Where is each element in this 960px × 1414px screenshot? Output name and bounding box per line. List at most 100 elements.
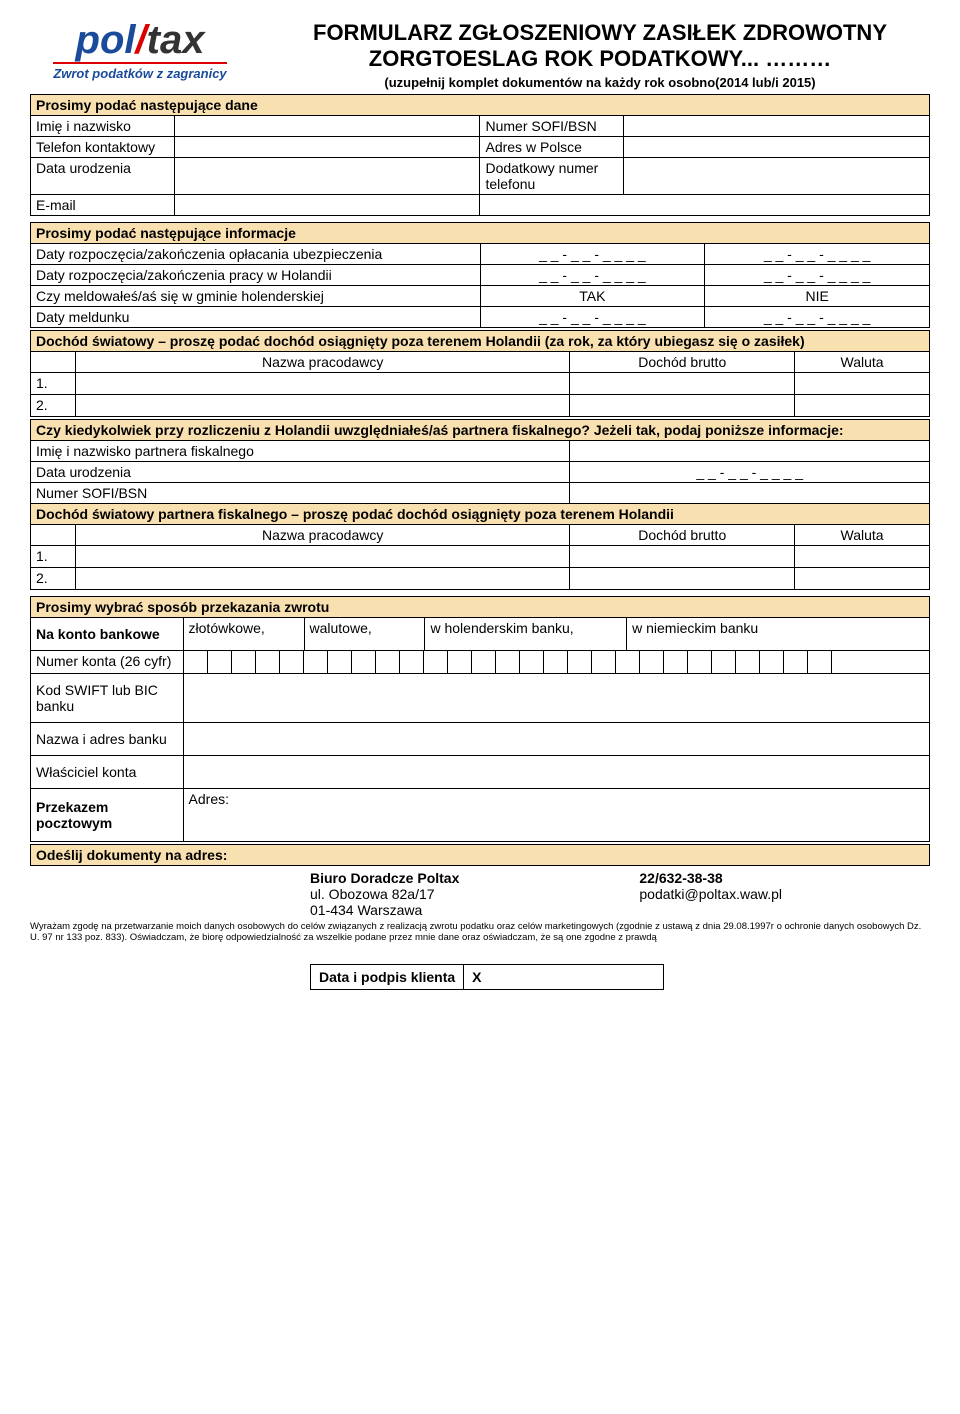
- label-sofi: Numer SOFI/BSN: [480, 115, 624, 136]
- section-refund: Prosimy wybrać sposób przekazania zwrotu…: [30, 596, 930, 842]
- input-ins-start[interactable]: _ _ - _ _ - _ _ _ _: [480, 243, 705, 264]
- return-address: Biuro Doradcze Poltax ul. Obozowa 82a/17…: [310, 870, 930, 918]
- prow2-income[interactable]: [570, 567, 795, 589]
- logo-subtitle: Zwrot podatków z zagranicy: [53, 62, 226, 81]
- prow2-currency[interactable]: [795, 567, 930, 589]
- section5-header: Prosimy wybrać sposób przekazania zwrotu: [31, 596, 930, 617]
- section4-header: Czy kiedykolwiek przy rozliczeniu z Hola…: [31, 419, 930, 440]
- opt-niemieckim[interactable]: w niemieckim banku: [627, 617, 930, 650]
- logo: pol/tax Zwrot podatków z zagranicy: [30, 20, 250, 81]
- prow2-employer[interactable]: [75, 567, 569, 589]
- input-bank-name[interactable]: [183, 722, 929, 755]
- sig-x: X: [472, 969, 481, 985]
- pcol-employer: Nazwa pracodawcy: [75, 524, 569, 545]
- section2-header: Prosimy podać następujące informacje: [31, 222, 930, 243]
- prow1-num: 1.: [31, 545, 76, 567]
- pcol-income: Dochód brutto: [570, 524, 795, 545]
- section4b-header: Dochód światowy partnera fiskalnego – pr…: [31, 503, 930, 524]
- input-extra-phone[interactable]: [624, 157, 930, 194]
- title-sub: (uzupełnij komplet dokumentów na każdy r…: [270, 75, 930, 90]
- label-addr: Adres w Polsce: [480, 136, 624, 157]
- input-swift[interactable]: [183, 673, 929, 722]
- label-account: Numer konta (26 cyfr): [31, 650, 184, 673]
- input-dob[interactable]: [174, 157, 480, 194]
- income-rownum-blank: [31, 351, 76, 372]
- contact-email: podatki@poltax.waw.pl: [639, 886, 782, 902]
- row2-num: 2.: [31, 394, 76, 416]
- col-income: Dochód brutto: [570, 351, 795, 372]
- col-employer: Nazwa pracodawcy: [75, 351, 569, 372]
- input-partner-name[interactable]: [570, 440, 930, 461]
- label-email: E-mail: [31, 194, 175, 215]
- logo-tax: tax: [147, 18, 205, 62]
- input-reg-end[interactable]: _ _ - _ _ - _ _ _ _: [705, 306, 930, 327]
- input-phone[interactable]: [174, 136, 480, 157]
- section-personal: Prosimy podać następujące dane Imię i na…: [30, 94, 930, 216]
- sig-field[interactable]: X: [464, 964, 664, 989]
- label-owner: Właściciel konta: [31, 755, 184, 788]
- label-partner-sofi: Numer SOFI/BSN: [31, 482, 570, 503]
- addr-line3: 01-434 Warszawa: [310, 902, 459, 918]
- header: pol/tax Zwrot podatków z zagranicy FORMU…: [30, 20, 930, 90]
- input-work-start[interactable]: _ _ - _ _ - _ _ _ _: [480, 264, 705, 285]
- input-owner[interactable]: [183, 755, 929, 788]
- opt-walutowe[interactable]: walutowe,: [304, 617, 425, 650]
- prow1-income[interactable]: [570, 545, 795, 567]
- title-line1: FORMULARZ ZGŁOSZENIOWY ZASIŁEK ZDROWOTNY: [270, 20, 930, 46]
- label-registered: Czy meldowałeś/aś się w gminie holenders…: [31, 285, 481, 306]
- addr-line2: ul. Obozowa 82a/17: [310, 886, 459, 902]
- section-income: Dochód światowy – proszę podać dochód os…: [30, 330, 930, 417]
- label-postal: Przekazem pocztowym: [31, 788, 184, 841]
- title-block: FORMULARZ ZGŁOSZENIOWY ZASIŁEK ZDROWOTNY…: [270, 20, 930, 90]
- row1-employer[interactable]: [75, 372, 569, 394]
- pincome-rownum-blank: [31, 524, 76, 545]
- sig-label: Data i podpis klienta: [311, 964, 464, 989]
- label-name: Imię i nazwisko: [31, 115, 175, 136]
- input-partner-sofi[interactable]: [570, 482, 930, 503]
- pcol-currency: Waluta: [795, 524, 930, 545]
- label-partner-dob: Data urodzenia: [31, 461, 570, 482]
- input-reg-start[interactable]: _ _ - _ _ - _ _ _ _: [480, 306, 705, 327]
- option-tak[interactable]: TAK: [480, 285, 705, 306]
- prow1-employer[interactable]: [75, 545, 569, 567]
- label-ins-dates: Daty rozpoczęcia/zakończenia opłacania u…: [31, 243, 481, 264]
- input-postal-addr[interactable]: Adres:: [183, 788, 929, 841]
- label-partner-name: Imię i nazwisko partnera fiskalnego: [31, 440, 570, 461]
- opt-zlotowkowe[interactable]: złotówkowe,: [183, 617, 304, 650]
- section1-header: Prosimy podać następujące dane: [31, 94, 930, 115]
- input-partner-dob[interactable]: _ _ - _ _ - _ _ _ _: [570, 461, 930, 482]
- input-account[interactable]: [183, 650, 929, 673]
- row1-income[interactable]: [570, 372, 795, 394]
- input-work-end[interactable]: _ _ - _ _ - _ _ _ _: [705, 264, 930, 285]
- input-sofi[interactable]: [624, 115, 930, 136]
- input-addr[interactable]: [624, 136, 930, 157]
- label-work-dates: Daty rozpoczęcia/zakończenia pracy w Hol…: [31, 264, 481, 285]
- input-name[interactable]: [174, 115, 480, 136]
- signature-box: Data i podpis klienta X: [310, 964, 664, 990]
- label-phone: Telefon kontaktowy: [31, 136, 175, 157]
- label-dob: Data urodzenia: [31, 157, 175, 194]
- spacer: [480, 194, 930, 215]
- input-email[interactable]: [174, 194, 480, 215]
- label-extra-phone: Dodatkowy numer telefonu: [480, 157, 624, 194]
- addr-line1: Biuro Doradcze Poltax: [310, 870, 459, 886]
- section-send: Odeślij dokumenty na adres:: [30, 844, 930, 866]
- label-bank-name: Nazwa i adres banku: [31, 722, 184, 755]
- input-ins-end[interactable]: _ _ - _ _ - _ _ _ _: [705, 243, 930, 264]
- col-currency: Waluta: [795, 351, 930, 372]
- logo-slash: /: [136, 18, 147, 62]
- row2-employer[interactable]: [75, 394, 569, 416]
- row1-currency[interactable]: [795, 372, 930, 394]
- option-nie[interactable]: NIE: [705, 285, 930, 306]
- row2-income[interactable]: [570, 394, 795, 416]
- title-line2: ZORGTOESLAG ROK PODATKOWY... ………: [270, 46, 930, 72]
- label-swift: Kod SWIFT lub BIC banku: [31, 673, 184, 722]
- section6-header: Odeślij dokumenty na adres:: [31, 844, 930, 865]
- row1-num: 1.: [31, 372, 76, 394]
- label-reg-dates: Daty meldunku: [31, 306, 481, 327]
- row2-currency[interactable]: [795, 394, 930, 416]
- logo-pol: pol: [76, 18, 136, 62]
- prow1-currency[interactable]: [795, 545, 930, 567]
- section-partner: Czy kiedykolwiek przy rozliczeniu z Hola…: [30, 419, 930, 590]
- opt-holenderskim[interactable]: w holenderskim banku,: [425, 617, 627, 650]
